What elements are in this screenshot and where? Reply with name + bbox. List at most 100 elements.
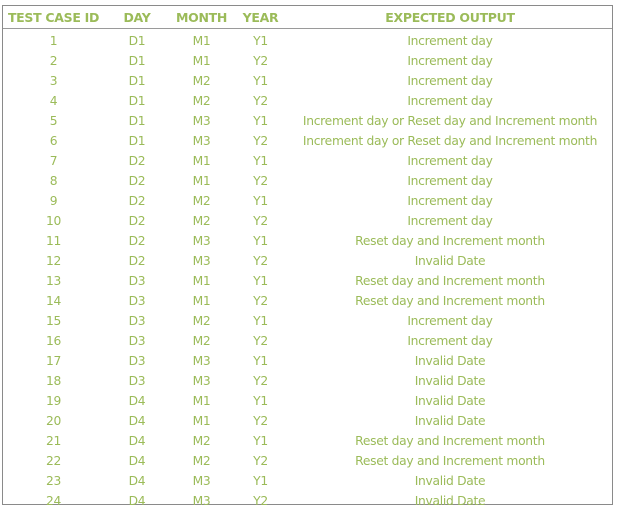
cell-month: M3 bbox=[170, 371, 233, 391]
cell-test-case-id: 18 bbox=[3, 371, 104, 391]
cell-year: Y2 bbox=[233, 291, 288, 311]
cell-month: M2 bbox=[170, 331, 233, 351]
cell-day: D4 bbox=[104, 411, 170, 431]
cell-test-case-id: 10 bbox=[3, 211, 104, 231]
cell-day: D4 bbox=[104, 391, 170, 411]
cell-month: M3 bbox=[170, 351, 233, 371]
cell-expected-output: Reset day and Increment month bbox=[288, 271, 612, 291]
cell-test-case-id: 24 bbox=[3, 491, 104, 511]
cell-month: M3 bbox=[170, 491, 233, 511]
header-expected-output: EXPECTED OUTPUT bbox=[288, 6, 612, 29]
cell-expected-output: Invalid Date bbox=[288, 471, 612, 491]
cell-month: M1 bbox=[170, 51, 233, 71]
cell-day: D3 bbox=[104, 371, 170, 391]
cell-test-case-id: 8 bbox=[3, 171, 104, 191]
cell-month: M3 bbox=[170, 231, 233, 251]
cell-day: D1 bbox=[104, 131, 170, 151]
cell-expected-output: Increment day bbox=[288, 29, 612, 52]
cell-year: Y2 bbox=[233, 171, 288, 191]
cell-expected-output: Increment day bbox=[288, 51, 612, 71]
cell-month: M1 bbox=[170, 411, 233, 431]
cell-day: D4 bbox=[104, 431, 170, 451]
cell-day: D2 bbox=[104, 211, 170, 231]
cell-test-case-id: 15 bbox=[3, 311, 104, 331]
cell-year: Y1 bbox=[233, 151, 288, 171]
cell-year: Y1 bbox=[233, 391, 288, 411]
cell-day: D2 bbox=[104, 191, 170, 211]
cell-expected-output: Invalid Date bbox=[288, 351, 612, 371]
cell-day: D3 bbox=[104, 291, 170, 311]
cell-expected-output: Reset day and Increment month bbox=[288, 431, 612, 451]
cell-test-case-id: 22 bbox=[3, 451, 104, 471]
header-test-case-id: TEST CASE ID bbox=[3, 6, 104, 29]
cell-test-case-id: 14 bbox=[3, 291, 104, 311]
cell-expected-output: Invalid Date bbox=[288, 251, 612, 271]
cell-expected-output: Increment day or Reset day and Increment… bbox=[288, 111, 612, 131]
cell-day: D1 bbox=[104, 71, 170, 91]
cell-expected-output: Increment day bbox=[288, 171, 612, 191]
cell-test-case-id: 12 bbox=[3, 251, 104, 271]
cell-expected-output: Invalid Date bbox=[288, 411, 612, 431]
cell-expected-output: Reset day and Increment month bbox=[288, 451, 612, 471]
cell-month: M1 bbox=[170, 171, 233, 191]
cell-year: Y2 bbox=[233, 411, 288, 431]
cell-test-case-id: 2 bbox=[3, 51, 104, 71]
cell-year: Y1 bbox=[233, 271, 288, 291]
cell-month: M2 bbox=[170, 311, 233, 331]
test-case-table-frame: TEST CASE ID DAY MONTH YEAR EXPECTED OUT… bbox=[2, 5, 613, 505]
cell-day: D1 bbox=[104, 29, 170, 52]
cell-year: Y2 bbox=[233, 131, 288, 151]
cell-test-case-id: 7 bbox=[3, 151, 104, 171]
cell-test-case-id: 3 bbox=[3, 71, 104, 91]
cell-year: Y1 bbox=[233, 471, 288, 491]
cell-year: Y2 bbox=[233, 491, 288, 511]
cell-day: D2 bbox=[104, 251, 170, 271]
cell-expected-output: Increment day bbox=[288, 91, 612, 111]
header-day: DAY bbox=[104, 6, 170, 29]
cell-expected-output: Increment day bbox=[288, 151, 612, 171]
cell-month: M3 bbox=[170, 251, 233, 271]
cell-year: Y2 bbox=[233, 371, 288, 391]
cell-day: D3 bbox=[104, 331, 170, 351]
cell-expected-output: Invalid Date bbox=[288, 371, 612, 391]
header-year: YEAR bbox=[233, 6, 288, 29]
cell-day: D3 bbox=[104, 271, 170, 291]
cell-year: Y2 bbox=[233, 331, 288, 351]
cell-year: Y1 bbox=[233, 231, 288, 251]
cell-day: D4 bbox=[104, 451, 170, 471]
cell-month: M1 bbox=[170, 271, 233, 291]
cell-test-case-id: 11 bbox=[3, 231, 104, 251]
cell-expected-output: Increment day bbox=[288, 311, 612, 331]
cell-year: Y1 bbox=[233, 431, 288, 451]
cell-year: Y2 bbox=[233, 91, 288, 111]
cell-month: M3 bbox=[170, 131, 233, 151]
cell-expected-output: Reset day and Increment month bbox=[288, 231, 612, 251]
cell-day: D4 bbox=[104, 491, 170, 511]
cell-year: Y1 bbox=[233, 111, 288, 131]
cell-test-case-id: 1 bbox=[3, 29, 104, 52]
cell-month: M2 bbox=[170, 71, 233, 91]
cell-month: M2 bbox=[170, 451, 233, 471]
cell-month: M1 bbox=[170, 291, 233, 311]
cell-test-case-id: 17 bbox=[3, 351, 104, 371]
cell-day: D1 bbox=[104, 51, 170, 71]
cell-test-case-id: 9 bbox=[3, 191, 104, 211]
